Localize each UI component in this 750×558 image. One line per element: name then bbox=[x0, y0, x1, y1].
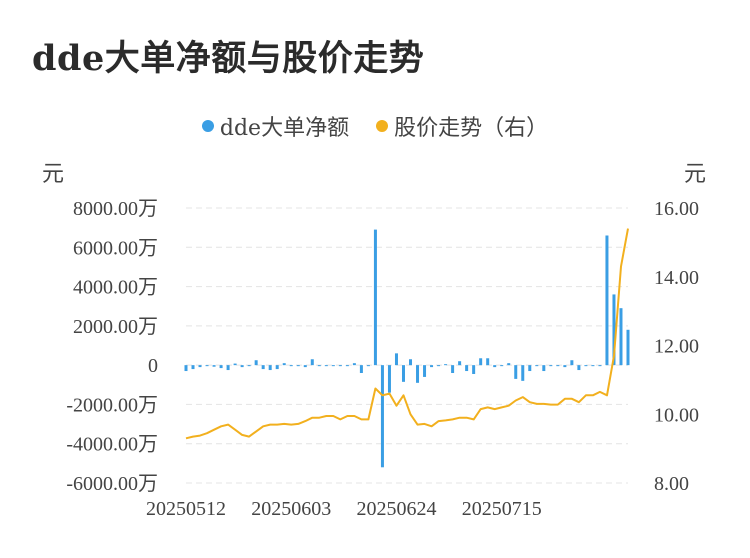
dde-bar bbox=[262, 365, 265, 369]
dde-bar bbox=[458, 361, 461, 365]
dde-bar bbox=[325, 365, 328, 366]
dde-bar bbox=[213, 365, 216, 367]
dde-bar bbox=[353, 363, 356, 365]
dde-bar bbox=[507, 363, 510, 365]
left-axis-tick-label: 6000.00万 bbox=[73, 237, 158, 259]
dde-bar bbox=[605, 236, 608, 366]
dde-bar bbox=[269, 365, 272, 370]
left-axis-tick-label: 8000.00万 bbox=[73, 198, 158, 220]
dde-bar bbox=[409, 359, 412, 365]
dde-bar bbox=[339, 365, 342, 366]
dde-bar bbox=[367, 365, 370, 366]
dde-bar bbox=[416, 365, 419, 383]
dde-bar bbox=[276, 365, 279, 369]
left-axis-tick-label: 0 bbox=[148, 355, 158, 377]
dde-bar bbox=[402, 365, 405, 382]
left-axis-tick-label: 2000.00万 bbox=[73, 316, 158, 338]
dde-bar bbox=[430, 365, 433, 367]
dde-bar bbox=[591, 365, 594, 366]
dde-bar bbox=[255, 360, 258, 365]
dde-bar bbox=[486, 358, 489, 365]
dde-bar bbox=[234, 364, 237, 366]
grid-lines bbox=[186, 208, 628, 483]
left-axis-tick-label: -6000.00万 bbox=[66, 473, 158, 495]
dde-bar bbox=[360, 365, 363, 373]
dde-bar bbox=[297, 365, 300, 366]
dde-bar bbox=[227, 365, 230, 370]
right-axis-tick-label: 8.00 bbox=[654, 473, 689, 495]
dde-bar bbox=[388, 365, 391, 393]
dde-bar bbox=[500, 365, 503, 366]
right-axis-tick-label: 16.00 bbox=[654, 198, 699, 220]
dde-bar bbox=[493, 365, 496, 367]
dde-bar bbox=[627, 330, 630, 365]
dde-bar bbox=[206, 365, 209, 366]
dde-bar bbox=[220, 365, 223, 368]
dde-bar bbox=[472, 365, 475, 374]
dde-bar bbox=[374, 230, 377, 366]
dde-bar bbox=[332, 365, 335, 366]
dde-bar bbox=[192, 365, 195, 369]
right-axis-tick-label: 10.00 bbox=[654, 404, 699, 426]
dde-bar bbox=[381, 365, 384, 467]
dde-bar bbox=[521, 365, 524, 381]
bar-series-group bbox=[185, 230, 630, 468]
dde-bar bbox=[185, 365, 188, 371]
dde-bar bbox=[304, 365, 307, 367]
dde-bar bbox=[290, 365, 293, 366]
dde-bar bbox=[563, 365, 566, 367]
dde-bar bbox=[542, 365, 545, 371]
dde-bar bbox=[619, 308, 622, 365]
dde-bar bbox=[241, 365, 244, 367]
price-line bbox=[186, 229, 628, 439]
dde-bar bbox=[479, 358, 482, 365]
dde-bar bbox=[451, 365, 454, 373]
dde-bar bbox=[556, 365, 559, 366]
right-axis-tick-label: 12.00 bbox=[654, 336, 699, 358]
dde-bar bbox=[535, 365, 538, 366]
x-axis-tick-label: 20250603 bbox=[251, 498, 331, 520]
dde-bar bbox=[577, 365, 580, 370]
dde-bar bbox=[444, 364, 447, 365]
dde-bar bbox=[570, 360, 573, 365]
axis-labels: 8000.00万 6000.00万 4000.00万 2000.00万 0 -2000.0… bbox=[66, 198, 699, 520]
dde-bar bbox=[465, 365, 468, 371]
dde-bar bbox=[283, 363, 286, 365]
dde-bar bbox=[437, 365, 440, 366]
dde-bar bbox=[248, 365, 251, 366]
dde-bar bbox=[199, 365, 202, 367]
dde-bar bbox=[395, 353, 398, 365]
left-axis-tick-label: -2000.00万 bbox=[66, 394, 158, 416]
dde-bar bbox=[598, 365, 601, 366]
x-axis-tick-label: 20250512 bbox=[146, 498, 226, 520]
left-axis-tick-label: -4000.00万 bbox=[66, 434, 158, 456]
x-axis-tick-label: 20250624 bbox=[356, 498, 436, 520]
dde-bar bbox=[549, 365, 552, 366]
right-axis-tick-label: 14.00 bbox=[654, 267, 699, 289]
dde-bar bbox=[346, 365, 349, 366]
x-axis-tick-label: 20250715 bbox=[462, 498, 542, 520]
dde-bar bbox=[318, 365, 321, 366]
dde-bar bbox=[528, 365, 531, 371]
dde-bar bbox=[423, 365, 426, 377]
dde-bar bbox=[584, 365, 587, 366]
line-series-group bbox=[186, 229, 628, 439]
left-axis-tick-label: 4000.00万 bbox=[73, 277, 158, 299]
dde-bar bbox=[311, 359, 314, 365]
dde-bar bbox=[514, 365, 517, 379]
